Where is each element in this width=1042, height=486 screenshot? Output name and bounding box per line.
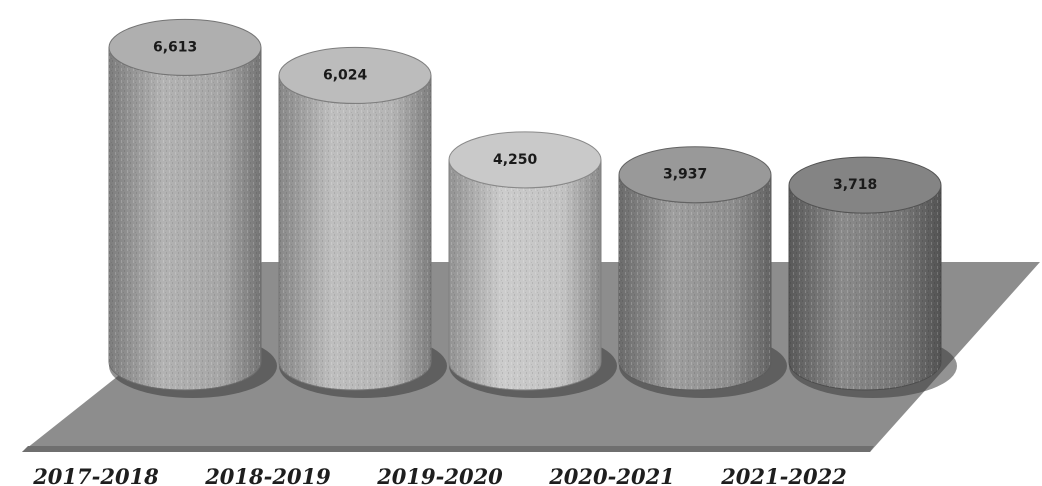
- bar-texture: [619, 174, 771, 390]
- bar-texture: [789, 185, 942, 390]
- bar-texture: [109, 47, 261, 390]
- bar-2021-2022: 3,718: [788, 156, 957, 398]
- bar-2020-2021: 3,937: [618, 146, 787, 398]
- category-label: 2021-2022: [720, 464, 847, 486]
- value-label: 3,937: [663, 167, 707, 183]
- value-label: 4,250: [493, 152, 538, 168]
- value-label: 6,024: [323, 67, 368, 83]
- category-label: 2018-2019: [204, 464, 331, 486]
- category-labels: 2017-2018 2018-2019 2019-2020 2020-2021 2021…: [32, 464, 847, 486]
- category-label: 2020-2021: [548, 464, 675, 486]
- bar-top: [278, 46, 432, 104]
- bar-top: [788, 156, 942, 214]
- value-label: 6,613: [153, 39, 197, 55]
- bar-top: [618, 146, 772, 204]
- category-label: 2017-2018: [32, 464, 159, 486]
- bar-texture: [279, 75, 431, 390]
- bar-2018-2019: 6,024: [278, 46, 447, 398]
- bar-2019-2020: 4,250: [448, 131, 617, 398]
- bar-top: [108, 18, 262, 76]
- chart-floor-edge: [22, 446, 874, 452]
- bar-texture: [449, 159, 601, 390]
- category-label: 2019-2020: [376, 464, 503, 486]
- bar-2017-2018: 6,613: [108, 18, 277, 398]
- bars-group: 6,613 6,024 4,250 3,937 3,718: [108, 18, 957, 398]
- bar-top: [448, 131, 602, 189]
- value-label: 3,718: [833, 177, 877, 193]
